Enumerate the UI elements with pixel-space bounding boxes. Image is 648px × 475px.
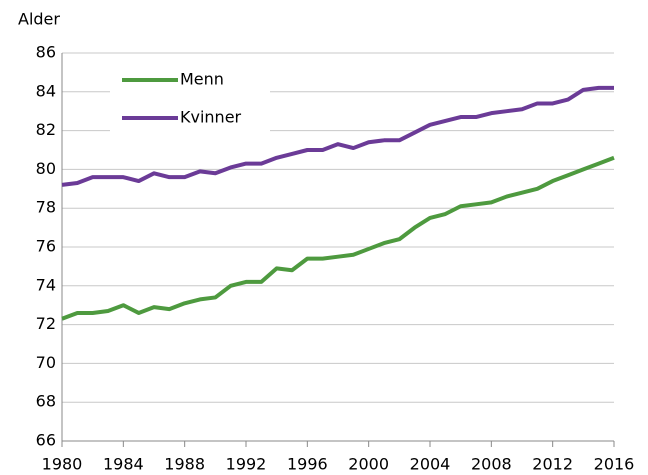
y-tick-label: 78 [36, 198, 56, 217]
y-tick-label: 74 [36, 275, 56, 294]
y-axis-title: Alder [18, 10, 60, 29]
y-tick-label: 80 [36, 159, 56, 178]
legend-label: Kvinner [180, 108, 242, 127]
y-tick-label: 68 [36, 392, 56, 411]
y-tick-label: 84 [36, 81, 56, 100]
legend-label: Menn [180, 70, 224, 89]
line-series [61, 155, 615, 321]
y-tick-label: 72 [36, 314, 56, 333]
x-tick-label: 2000 [348, 455, 389, 474]
x-tick-label: 2012 [532, 455, 573, 474]
x-tick-label: 1996 [287, 455, 328, 474]
x-tick-label: 2016 [594, 455, 635, 474]
y-tick-label: 86 [36, 43, 56, 62]
x-tick-label: 1980 [42, 455, 83, 474]
y-tick-label: 70 [36, 353, 56, 372]
y-tick-label: 66 [36, 431, 56, 450]
y-tick-label: 82 [36, 120, 56, 139]
legend-box [110, 66, 270, 132]
x-tick-label: 1988 [164, 455, 205, 474]
x-tick-label: 2004 [410, 455, 451, 474]
x-tick-label: 2008 [471, 455, 512, 474]
x-tick-label: 1984 [103, 455, 144, 474]
line-series [61, 85, 614, 187]
y-tick-label: 76 [36, 237, 56, 256]
x-tick-label: 1992 [226, 455, 267, 474]
